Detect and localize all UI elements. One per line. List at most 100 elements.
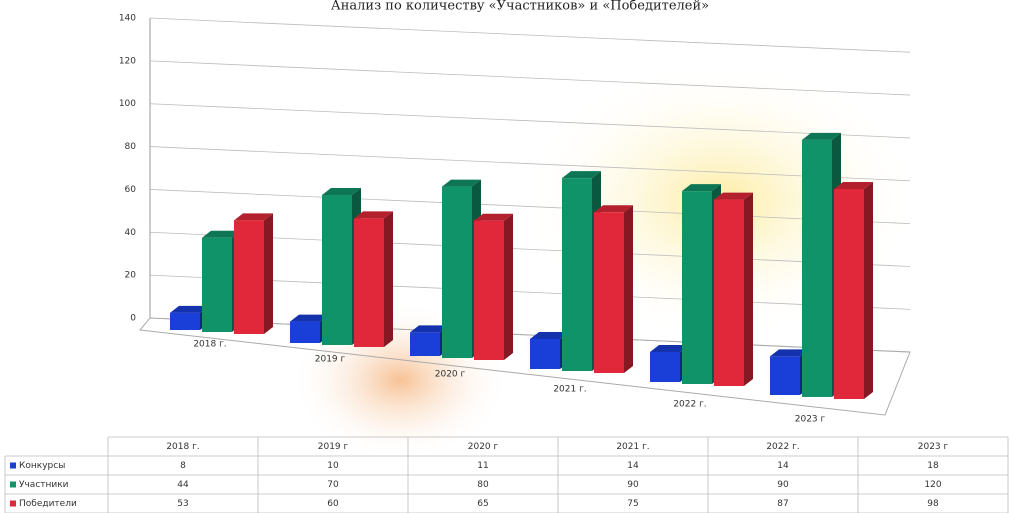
legend-label: Победители: [19, 499, 77, 509]
table-cell: 44: [177, 480, 189, 490]
bar-face: [290, 314, 329, 322]
bar-face: [234, 220, 264, 334]
bar-face: [594, 212, 624, 373]
chart-title: Анализ по количеству «Участников» и «Поб…: [331, 0, 709, 14]
table-cell: 80: [477, 480, 489, 490]
y-tick-label: 120: [119, 56, 136, 66]
bar-face: [744, 192, 753, 386]
bar-face: [594, 205, 633, 213]
grid-line: [149, 274, 911, 310]
x-tick-label: 2021 г.: [553, 385, 586, 395]
table-header: 2022 г.: [766, 442, 799, 452]
legend-swatch: [10, 481, 16, 488]
grid-line: [149, 17, 911, 53]
bar-face: [802, 139, 832, 397]
bar-face: [504, 213, 513, 360]
bar-face: [170, 305, 209, 313]
bar-face: [354, 211, 393, 219]
table-header: 2019 г: [318, 442, 349, 452]
grid-line: [149, 103, 911, 139]
bar-face: [682, 184, 721, 192]
bar-face: [410, 325, 449, 333]
x-tick-label: 2020 г: [435, 370, 466, 380]
bar-face: [442, 186, 472, 358]
table-cell: 120: [924, 480, 941, 490]
y-tick-label: 60: [125, 185, 137, 195]
bar-face: [650, 345, 689, 352]
bar-face: [864, 182, 873, 399]
x-tick-label: 2023 г: [795, 415, 826, 425]
grid-line: [149, 189, 911, 225]
legend-swatch: [10, 500, 16, 507]
y-tick-label: 80: [125, 142, 137, 152]
bar-face: [802, 132, 841, 140]
bar-face: [650, 352, 680, 382]
bar-face: [530, 332, 569, 339]
floor: [139, 317, 911, 416]
bar-face: [442, 179, 481, 187]
legend-swatch: [10, 462, 16, 469]
bar-face: [834, 189, 864, 399]
table-cell: 14: [627, 461, 639, 471]
bar-face: [834, 182, 873, 189]
bar: [594, 205, 633, 373]
x-tick-label: 2019 г: [315, 355, 346, 365]
bar-face: [234, 213, 273, 221]
legend-label: Конкурсы: [19, 461, 65, 471]
bar-face: [290, 321, 320, 343]
bar-face: [202, 230, 241, 238]
bar-face: [624, 205, 633, 373]
bar-face: [410, 332, 440, 356]
x-tick-label: 2022 г.: [673, 400, 706, 410]
bar-face: [384, 211, 393, 347]
bar-face: [770, 356, 800, 395]
table-cell: 60: [327, 499, 339, 509]
bar: [234, 213, 273, 334]
y-tick-label: 100: [119, 99, 136, 109]
table-cell: 70: [327, 480, 339, 490]
bar: [474, 213, 513, 360]
table-cell: 87: [777, 499, 788, 509]
table-cell: 53: [177, 499, 188, 509]
bar-face: [474, 220, 504, 360]
bar-face: [714, 192, 753, 200]
y-tick-label: 0: [130, 314, 136, 324]
bar-face: [202, 237, 232, 332]
table-cell: 65: [477, 499, 488, 509]
bar-face: [264, 213, 273, 334]
bar-face: [322, 195, 352, 345]
y-tick-label: 20: [125, 271, 137, 281]
bar-face: [530, 339, 560, 369]
bar-face: [770, 349, 809, 357]
table-cell: 8: [180, 461, 186, 471]
table-cell: 75: [627, 499, 638, 509]
bar-face: [562, 171, 601, 179]
grid-line: [149, 60, 911, 96]
table-header: 2023 г: [918, 442, 949, 452]
bar-face: [322, 188, 361, 195]
grid-line: [149, 231, 911, 267]
bar-face: [354, 218, 384, 347]
table-header: 2021 г.: [616, 442, 649, 452]
table-cell: 18: [927, 461, 939, 471]
bar: [354, 211, 393, 347]
y-tick-label: 140: [119, 14, 136, 24]
grid-line: [149, 146, 911, 182]
bar-face: [562, 178, 592, 371]
legend-label: Участники: [19, 480, 69, 490]
bar: [834, 182, 873, 399]
table-header: 2020 г: [468, 442, 499, 452]
y-tick-label: 40: [125, 228, 137, 238]
bar-face: [474, 213, 513, 221]
table-cell: 14: [777, 461, 789, 471]
bar-face: [170, 312, 200, 330]
table-cell: 10: [327, 461, 339, 471]
table-cell: 90: [627, 480, 639, 490]
table-cell: 90: [777, 480, 789, 490]
table-cell: 98: [927, 499, 939, 509]
bar-face: [714, 199, 744, 386]
table-header: 2018 г.: [166, 442, 199, 452]
bar: [714, 192, 753, 386]
bar-face: [682, 191, 712, 384]
